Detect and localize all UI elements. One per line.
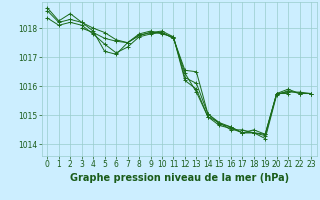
X-axis label: Graphe pression niveau de la mer (hPa): Graphe pression niveau de la mer (hPa) [70,173,289,183]
